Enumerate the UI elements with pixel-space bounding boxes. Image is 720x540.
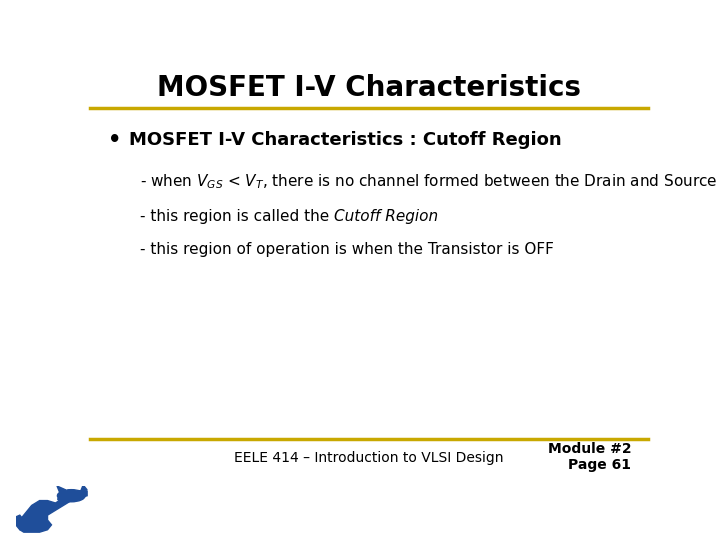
Text: - this region is called the: - this region is called the [140, 209, 334, 224]
Text: - when $V_{GS}$ < $V_T$, there is no channel formed between the Drain and Source: - when $V_{GS}$ < $V_T$, there is no cha… [140, 172, 720, 191]
Polygon shape [81, 485, 87, 491]
Polygon shape [57, 486, 66, 492]
Ellipse shape [58, 490, 85, 502]
Text: EELE 414 – Introduction to VLSI Design: EELE 414 – Introduction to VLSI Design [234, 451, 504, 465]
Ellipse shape [58, 497, 72, 502]
Polygon shape [14, 515, 24, 530]
Text: MOSFET I-V Characteristics : Cutoff Region: MOSFET I-V Characteristics : Cutoff Regi… [129, 131, 562, 149]
Text: - this region of operation is when the Transistor is OFF: - this region of operation is when the T… [140, 242, 554, 258]
Text: Cutoff Region: Cutoff Region [334, 209, 438, 224]
Text: •: • [109, 130, 122, 150]
Polygon shape [20, 491, 87, 532]
Text: Module #2: Module #2 [548, 442, 631, 456]
Text: MOSFET I-V Characteristics: MOSFET I-V Characteristics [157, 73, 581, 102]
Text: Page 61: Page 61 [568, 458, 631, 472]
